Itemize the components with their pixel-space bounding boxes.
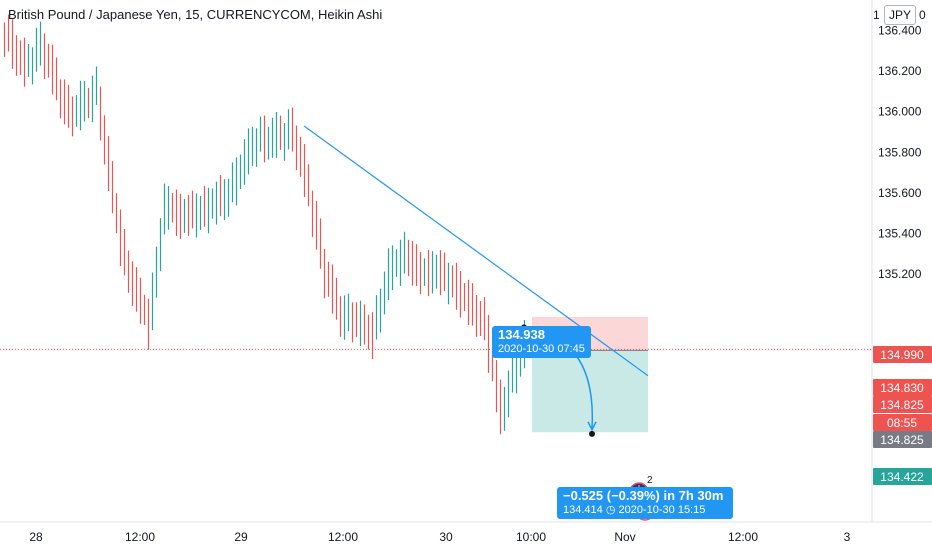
price-label-box <box>873 468 932 485</box>
x-tick-label: 3 <box>844 530 851 544</box>
price-label-text: 134.825 <box>880 398 924 412</box>
currency-suffix: 0 <box>919 8 926 22</box>
forecast-end-callout: −0.525 (−0.39%) in 7h 30m 134.414 ◷ 2020… <box>557 487 733 519</box>
price-label-text: 134.990 <box>880 348 924 362</box>
price-axis-label: 08:55 <box>873 414 932 431</box>
y-tick-label: 135.200 <box>878 267 922 281</box>
y-tick-label: 136.200 <box>878 64 922 78</box>
price-axis-label: 134.422 <box>873 468 932 485</box>
x-tick-label: 28 <box>29 530 43 544</box>
event-count-badge: 2 <box>647 475 653 486</box>
forecast-start-price: 134.938 <box>498 327 545 342</box>
y-tick-label: 136.400 <box>878 23 922 37</box>
price-label-text: 08:55 <box>887 416 917 430</box>
price-label-text: 134.422 <box>880 470 924 484</box>
x-tick-label: 12:00 <box>328 530 358 544</box>
forecast-start-callout: 134.938 2020-10-30 07:45 <box>492 326 591 358</box>
price-axis-label: 134.825 <box>873 396 932 413</box>
x-tick-label: 10:00 <box>516 530 546 544</box>
price-label-box <box>873 379 932 396</box>
price-label-text: 134.825 <box>880 433 924 447</box>
forecast-end-price: 134.414 <box>563 504 603 516</box>
price-label-box <box>873 431 932 448</box>
price-label-box <box>873 346 932 363</box>
x-tick-label: 30 <box>439 530 453 544</box>
forecast-arrowhead <box>587 421 597 432</box>
forecast-end-time: 2020-10-30 15:15 <box>618 504 706 516</box>
y-tick-label: 136.000 <box>878 105 922 119</box>
clock-icon: ◷ <box>605 504 616 516</box>
x-tick-label: 29 <box>234 530 248 544</box>
forecast-end-point <box>589 430 595 437</box>
currency-prefix: 1 <box>873 8 880 22</box>
y-tick-label: 135.600 <box>878 186 922 200</box>
x-tick-label: Nov <box>614 530 635 544</box>
y-tick-label: 135.400 <box>878 227 922 241</box>
forecast-end-change: −0.525 (−0.39%) in 7h 30m <box>563 488 724 503</box>
x-tick-label: 12:00 <box>125 530 155 544</box>
price-label-box <box>873 396 932 413</box>
price-label-box <box>873 414 932 431</box>
chart-title: British Pound / Japanese Yen, 15, CURREN… <box>8 7 383 22</box>
price-axis-label: 134.990 <box>873 346 932 363</box>
y-tick-label: 135.800 <box>878 145 922 159</box>
trend-line <box>303 125 649 377</box>
x-tick-label: 12:00 <box>728 530 758 544</box>
currency-button[interactable]: JPY <box>884 5 917 25</box>
forecast-start-time: 2020-10-30 07:45 <box>498 343 585 355</box>
price-axis-label: 134.830 <box>873 379 932 396</box>
price-axis-label: 134.825 <box>873 431 932 448</box>
price-label-text: 134.830 <box>880 381 924 395</box>
